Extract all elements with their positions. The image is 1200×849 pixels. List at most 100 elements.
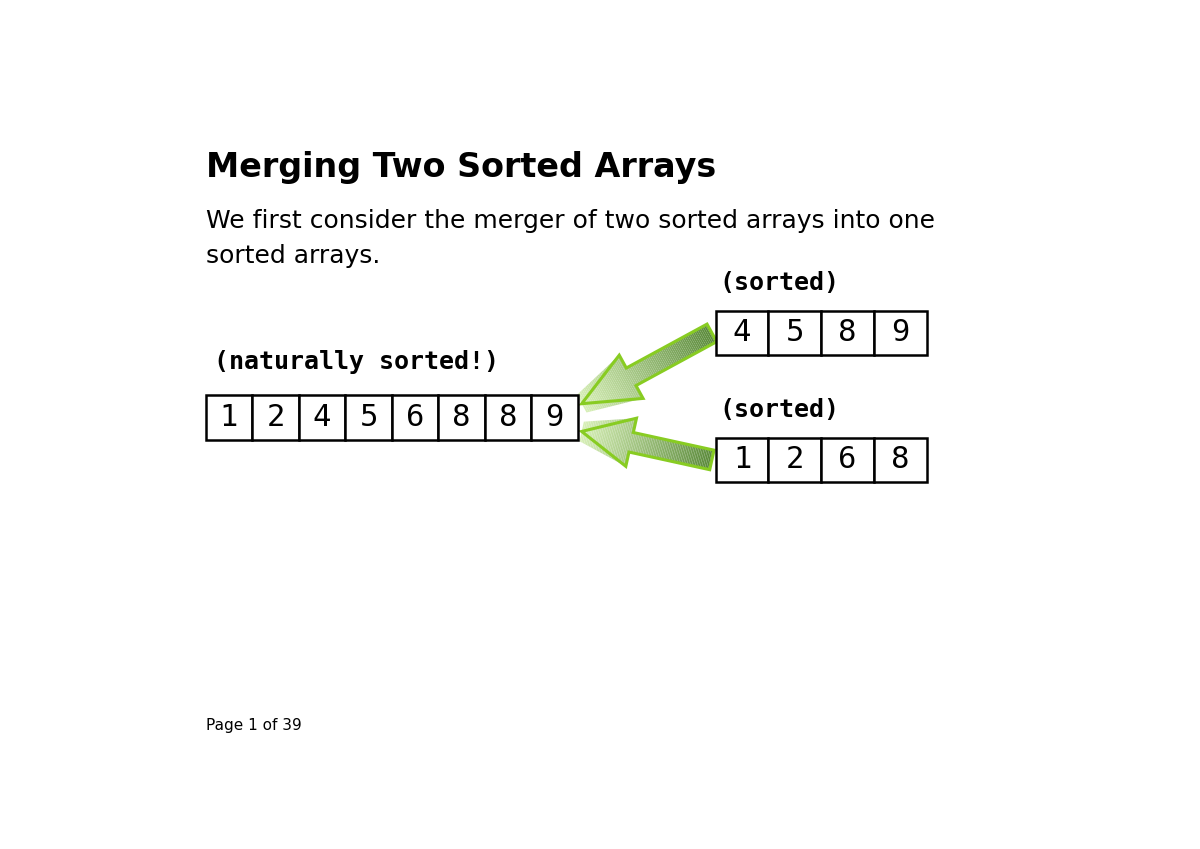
Polygon shape	[611, 363, 634, 402]
Text: (sorted): (sorted)	[720, 271, 840, 295]
Polygon shape	[689, 333, 701, 351]
Bar	[874, 437, 926, 482]
Polygon shape	[696, 329, 707, 348]
Polygon shape	[656, 351, 668, 369]
Polygon shape	[697, 447, 703, 467]
Text: 2: 2	[266, 403, 284, 432]
Polygon shape	[677, 443, 683, 463]
Text: 9: 9	[545, 403, 564, 432]
Polygon shape	[679, 443, 685, 464]
Polygon shape	[592, 380, 608, 408]
Polygon shape	[647, 436, 652, 456]
Polygon shape	[690, 446, 696, 466]
Polygon shape	[586, 385, 600, 410]
Polygon shape	[625, 419, 636, 466]
Polygon shape	[636, 363, 647, 380]
Text: (sorted): (sorted)	[720, 398, 840, 422]
Polygon shape	[601, 420, 610, 453]
Polygon shape	[614, 358, 638, 400]
Polygon shape	[646, 357, 656, 375]
Polygon shape	[628, 367, 638, 385]
Polygon shape	[634, 434, 640, 453]
Bar	[768, 437, 821, 482]
Polygon shape	[703, 449, 709, 469]
Polygon shape	[686, 335, 697, 353]
Polygon shape	[654, 438, 660, 458]
Polygon shape	[700, 448, 706, 468]
Polygon shape	[674, 442, 680, 462]
Polygon shape	[613, 419, 624, 460]
Bar	[346, 396, 391, 440]
Bar	[821, 437, 874, 482]
Polygon shape	[684, 445, 690, 464]
Polygon shape	[641, 436, 647, 455]
Polygon shape	[704, 449, 710, 469]
Polygon shape	[602, 420, 612, 454]
Polygon shape	[581, 390, 594, 411]
Polygon shape	[664, 347, 674, 366]
Polygon shape	[685, 445, 691, 464]
Polygon shape	[589, 382, 605, 408]
Polygon shape	[590, 380, 607, 408]
Polygon shape	[652, 353, 664, 372]
Polygon shape	[618, 419, 629, 463]
Polygon shape	[612, 361, 635, 401]
Polygon shape	[632, 364, 643, 382]
Polygon shape	[643, 436, 649, 455]
Bar	[391, 396, 438, 440]
Polygon shape	[629, 366, 641, 384]
Polygon shape	[692, 331, 703, 350]
Polygon shape	[598, 420, 606, 452]
Bar	[206, 396, 252, 440]
Polygon shape	[698, 328, 710, 346]
Polygon shape	[692, 447, 697, 466]
Polygon shape	[638, 361, 650, 379]
Text: 8: 8	[452, 403, 470, 432]
Polygon shape	[656, 438, 662, 458]
Polygon shape	[578, 392, 590, 412]
Polygon shape	[635, 434, 641, 453]
Polygon shape	[624, 419, 636, 466]
Text: 5: 5	[359, 403, 378, 432]
Polygon shape	[581, 421, 587, 443]
Polygon shape	[599, 373, 618, 405]
Polygon shape	[650, 354, 661, 373]
Bar	[715, 437, 768, 482]
Polygon shape	[630, 365, 642, 383]
Text: (naturally sorted!): (naturally sorted!)	[214, 350, 498, 374]
Polygon shape	[637, 362, 648, 380]
Polygon shape	[673, 342, 684, 360]
Text: Page 1 of 39: Page 1 of 39	[206, 717, 301, 733]
Polygon shape	[666, 441, 672, 460]
Bar	[299, 396, 346, 440]
Polygon shape	[688, 334, 698, 352]
Polygon shape	[668, 345, 679, 363]
Polygon shape	[619, 419, 630, 464]
Polygon shape	[594, 378, 611, 407]
Text: 4: 4	[733, 318, 751, 347]
Bar	[438, 396, 485, 440]
Polygon shape	[703, 325, 715, 344]
Bar	[532, 396, 578, 440]
Polygon shape	[698, 447, 704, 468]
Polygon shape	[680, 444, 686, 464]
Polygon shape	[642, 358, 653, 377]
Polygon shape	[653, 438, 659, 458]
Polygon shape	[607, 365, 629, 402]
Polygon shape	[702, 326, 714, 345]
Polygon shape	[686, 445, 692, 465]
Polygon shape	[590, 421, 598, 447]
Polygon shape	[671, 441, 677, 462]
Polygon shape	[605, 368, 625, 403]
Polygon shape	[655, 351, 666, 370]
Polygon shape	[697, 329, 708, 347]
Polygon shape	[638, 435, 644, 454]
Polygon shape	[620, 419, 632, 464]
Bar	[252, 396, 299, 440]
Polygon shape	[614, 419, 625, 461]
Polygon shape	[580, 391, 592, 412]
Polygon shape	[616, 357, 641, 400]
Polygon shape	[641, 359, 652, 378]
Polygon shape	[676, 442, 682, 463]
Polygon shape	[577, 394, 588, 413]
